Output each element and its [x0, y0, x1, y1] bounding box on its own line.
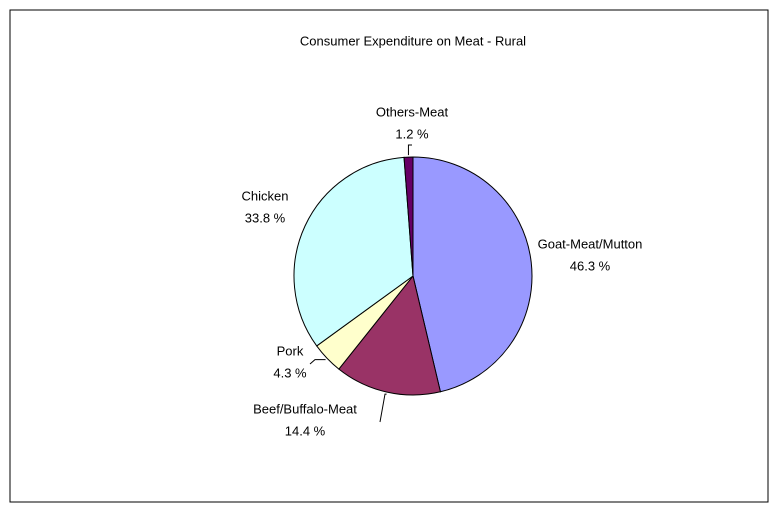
slice-label: Others-Meat	[376, 104, 449, 119]
leader-line	[309, 359, 326, 365]
pie-slice	[338, 274, 442, 396]
slice-label: Chicken	[242, 188, 289, 203]
pie-slice	[293, 156, 414, 347]
leader-line	[407, 144, 412, 156]
slice-value: 46.3 %	[570, 258, 611, 273]
leader-line	[379, 393, 387, 423]
pie-slice	[403, 156, 414, 277]
pie-slice	[412, 156, 533, 393]
slice-value: 1.2 %	[395, 126, 429, 141]
slice-label: Goat-Meat/Mutton	[538, 236, 643, 251]
chart-title: Consumer Expenditure on Meat - Rural	[300, 33, 526, 48]
slice-value: 4.3 %	[273, 365, 307, 380]
slice-label: Beef/Buffalo-Meat	[253, 401, 357, 416]
slice-label: Pork	[277, 343, 304, 358]
slice-value: 33.8 %	[245, 210, 286, 225]
slice-value: 14.4 %	[285, 423, 326, 438]
